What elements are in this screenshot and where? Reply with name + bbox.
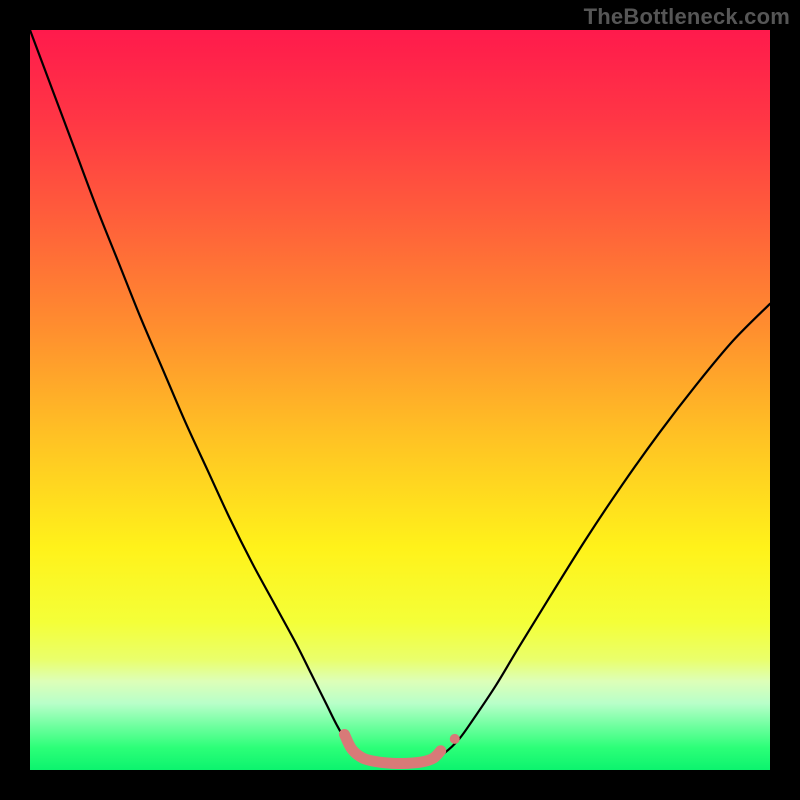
chart-frame: TheBottleneck.com	[0, 0, 800, 800]
frame-border	[0, 770, 800, 800]
frame-border	[0, 0, 30, 800]
plot-background	[30, 30, 770, 770]
watermark-label: TheBottleneck.com	[584, 4, 790, 30]
optimal-range-dot	[450, 734, 460, 744]
bottleneck-chart	[0, 0, 800, 800]
frame-border	[770, 0, 800, 800]
